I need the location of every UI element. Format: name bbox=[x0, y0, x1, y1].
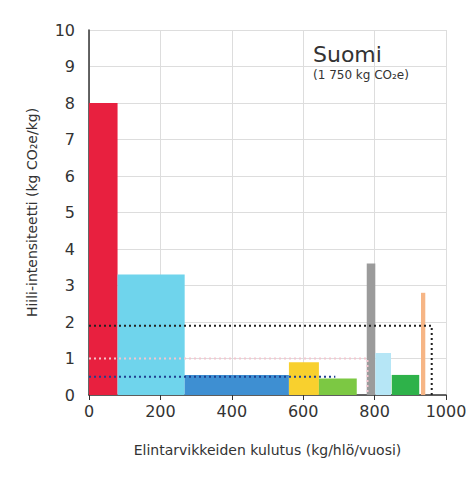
svg-text:800: 800 bbox=[359, 402, 390, 421]
svg-text:9: 9 bbox=[65, 57, 75, 76]
svg-text:600: 600 bbox=[288, 402, 319, 421]
svg-text:5: 5 bbox=[65, 203, 75, 222]
svg-text:1: 1 bbox=[65, 349, 75, 368]
svg-text:Elintarvikkeiden kulutus (kg/h: Elintarvikkeiden kulutus (kg/hlö/vuosi) bbox=[134, 442, 402, 458]
svg-text:Hiili-intensiteetti (kg CO₂e/k: Hiili-intensiteetti (kg CO₂e/kg) bbox=[24, 108, 40, 317]
svg-text:4: 4 bbox=[65, 240, 75, 259]
svg-text:Suomi: Suomi bbox=[313, 42, 382, 67]
svg-text:6: 6 bbox=[65, 167, 75, 186]
svg-text:0: 0 bbox=[84, 402, 94, 421]
svg-text:400: 400 bbox=[217, 402, 248, 421]
svg-text:3: 3 bbox=[65, 276, 75, 295]
svg-text:2: 2 bbox=[65, 313, 75, 332]
svg-text:10: 10 bbox=[55, 21, 75, 40]
svg-text:8: 8 bbox=[65, 94, 75, 113]
svg-text:7: 7 bbox=[65, 130, 75, 149]
svg-text:200: 200 bbox=[145, 402, 176, 421]
svg-text:(1 750 kg CO₂e): (1 750 kg CO₂e) bbox=[313, 68, 409, 82]
svg-text:1000: 1000 bbox=[426, 402, 467, 421]
svg-text:0: 0 bbox=[65, 386, 75, 405]
